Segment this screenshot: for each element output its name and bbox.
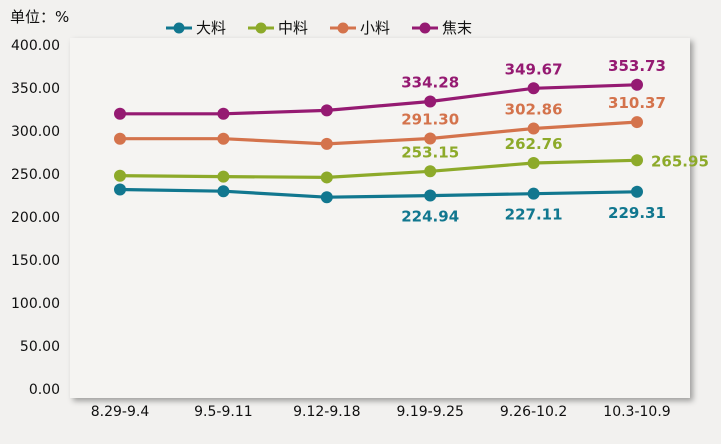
data-point: [424, 165, 437, 178]
legend-label: 中料: [278, 19, 308, 37]
y-tick-label: 200.00: [11, 210, 60, 226]
x-tick-label: 10.3-10.9: [603, 404, 670, 420]
x-tick-label: 9.5-9.11: [194, 404, 253, 420]
y-tick-label: 50.00: [20, 339, 60, 355]
data-label: 265.95: [651, 152, 709, 170]
data-point: [527, 82, 540, 95]
y-tick-label: 250.00: [11, 167, 60, 183]
data-label: 227.11: [505, 206, 563, 224]
data-point: [424, 132, 437, 145]
x-tick-label: 9.26-10.2: [500, 404, 567, 420]
data-point: [424, 95, 437, 108]
data-label: 349.67: [505, 60, 563, 78]
data-point: [424, 189, 437, 202]
x-tick-label: 8.29-9.4: [91, 404, 150, 420]
data-point: [631, 185, 643, 198]
data-point: [217, 132, 230, 145]
data-point: [527, 122, 540, 135]
data-point: [320, 171, 333, 184]
legend-label: 大料: [196, 19, 226, 37]
data-point: [114, 183, 126, 196]
data-point: [114, 132, 126, 145]
legend-label: 焦末: [442, 19, 472, 37]
data-label: 253.15: [401, 143, 459, 161]
y-tick-label: 150.00: [11, 253, 60, 269]
legend-marker: [173, 22, 185, 34]
series-line: [120, 120, 638, 146]
data-label: 262.76: [505, 135, 563, 153]
data-point: [217, 185, 230, 198]
series-layer: 224.94 227.11 229.31 253.15 262.76 265.95 291.…: [114, 57, 709, 226]
data-label: 291.30: [401, 110, 459, 128]
data-point: [320, 191, 333, 204]
y-tick-label: 100.00: [11, 296, 60, 312]
x-axis: 8.29-9.4 9.5-9.11 9.12-9.18 9.19-9.25 9.26-1…: [91, 404, 671, 420]
data-point: [114, 169, 126, 182]
series-2: 253.15 262.76 265.95: [114, 135, 709, 184]
data-point: [114, 107, 126, 120]
y-tick-label: 0.00: [29, 382, 60, 398]
data-point: [631, 78, 643, 91]
y-axis: 0.00 50.00 100.00 150.00 200.00 250.00 300.00 3…: [11, 38, 60, 398]
y-tick-label: 400.00: [11, 38, 60, 54]
data-point: [527, 157, 540, 170]
series-line: [120, 83, 638, 116]
legend-marker: [419, 22, 431, 34]
x-tick-label: 9.19-9.25: [396, 404, 463, 420]
data-label: 229.31: [608, 204, 666, 222]
legend-marker: [255, 22, 267, 34]
data-point: [320, 104, 333, 117]
data-point: [527, 187, 540, 200]
data-label: 224.94: [401, 208, 459, 226]
series-1: 224.94 227.11 229.31: [114, 183, 666, 226]
legend-label: 小料: [360, 19, 390, 37]
unit-label: 单位：%: [10, 8, 69, 26]
data-label: 310.37: [608, 94, 666, 112]
data-point: [631, 154, 643, 167]
series-line: [119, 187, 638, 199]
legend-marker: [337, 22, 349, 34]
series-line: [119, 158, 638, 179]
data-point: [320, 137, 333, 150]
data-point: [217, 107, 230, 120]
data-label: 334.28: [401, 74, 459, 92]
series-3: 291.30 302.86 310.37: [114, 94, 666, 150]
data-point: [631, 116, 643, 129]
plot-panel: [70, 38, 690, 398]
data-point: [217, 170, 230, 183]
y-tick-label: 350.00: [11, 81, 60, 97]
x-tick-label: 9.12-9.18: [293, 404, 360, 420]
data-label: 353.73: [608, 57, 666, 75]
y-tick-label: 300.00: [11, 124, 60, 140]
data-label: 302.86: [505, 101, 563, 119]
legend: 大料 中料 小料 焦末: [166, 19, 472, 37]
series-4: 334.28 349.67 353.73: [114, 57, 666, 120]
